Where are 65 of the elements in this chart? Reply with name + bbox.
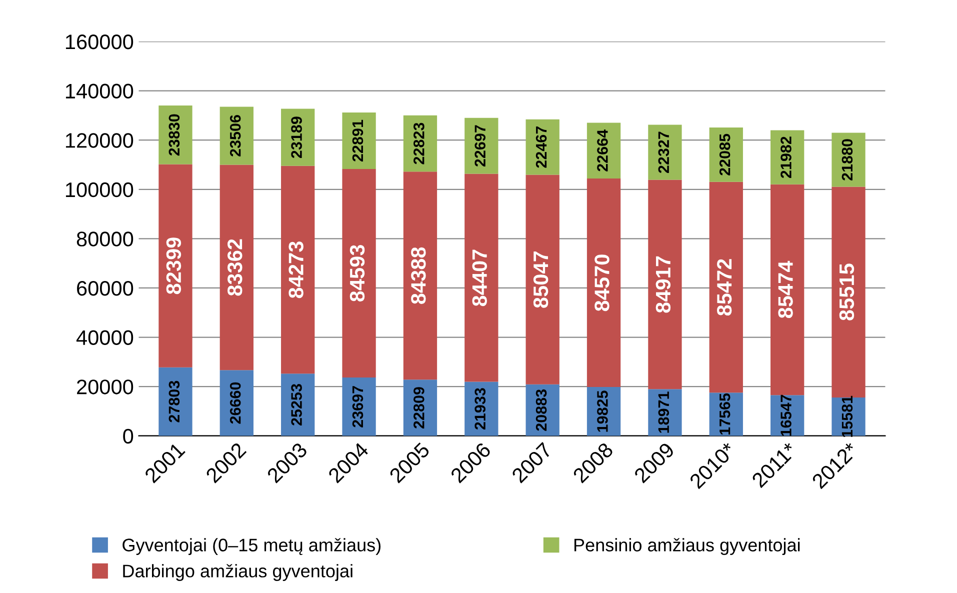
data-label: 84273 [288,242,304,298]
data-label: 85472 [716,259,732,316]
bar [158,367,192,436]
data-label: 85474 [778,260,793,318]
data-label: 85515 [839,264,854,320]
data-label: 22664 [597,129,608,172]
data-label: 22467 [536,126,547,168]
bar [281,166,315,374]
bar [342,112,376,169]
data-label: 21933 [474,388,486,430]
y-tick-label: 40000 [76,330,134,346]
data-label: 23697 [352,386,364,428]
data-label: 82399 [166,238,182,294]
data-label: 22891 [352,120,364,162]
bar [464,174,498,382]
data-label: 83362 [228,239,242,296]
bar [403,172,438,380]
data-label: 84917 [656,256,671,313]
legend-label: Pensinio amžiaus gyventojai [574,538,800,556]
data-label: 19825 [597,390,608,432]
bar [832,186,866,398]
y-tick-label: 100000 [66,182,134,198]
data-label: 16547 [780,394,792,436]
data-label: 22085 [719,134,730,176]
data-label: 18971 [658,392,670,433]
data-label: 21880 [842,139,853,180]
bar [342,168,376,378]
bar [648,124,682,180]
bar [220,164,254,370]
bar [709,182,743,393]
y-tick-label: 20000 [77,380,134,394]
bar [158,106,192,164]
data-label: 23830 [168,114,180,156]
data-label: 26660 [230,382,241,424]
y-tick-label: 120000 [66,133,134,148]
data-label: 23189 [291,116,302,158]
bar [586,178,621,387]
data-label: 22823 [414,122,424,164]
data-label: 22327 [658,132,670,173]
data-label: 84570 [594,254,610,312]
bar [342,377,376,436]
data-label: 25253 [291,384,302,426]
y-tick-label: 140000 [66,84,134,99]
bar [526,174,560,384]
data-label: 21982 [780,136,792,178]
y-tick-label: 0 [123,428,134,444]
data-label: 84593 [350,244,365,302]
y-tick-label: 60000 [77,280,134,296]
legend-label: Darbingo amžiaus gyventojai [123,564,352,581]
bar [158,164,192,368]
bar [648,180,682,390]
data-label: 85047 [533,252,548,308]
data-label: 23506 [230,115,241,156]
data-label: 17565 [719,393,730,434]
data-label: 22697 [474,125,486,167]
bar [770,184,804,396]
data-label: 20883 [536,389,547,431]
data-label: 27803 [168,380,180,422]
data-label: 15581 [842,396,853,437]
y-tick-label: 80000 [76,232,134,246]
legend-label: Gyventojai (0–15 metų amžiaus) [122,538,380,556]
data-label: 84388 [411,247,426,304]
y-tick-label: 160000 [66,34,134,50]
data-label: 22809 [414,387,424,428]
data-label: 84407 [472,250,487,306]
